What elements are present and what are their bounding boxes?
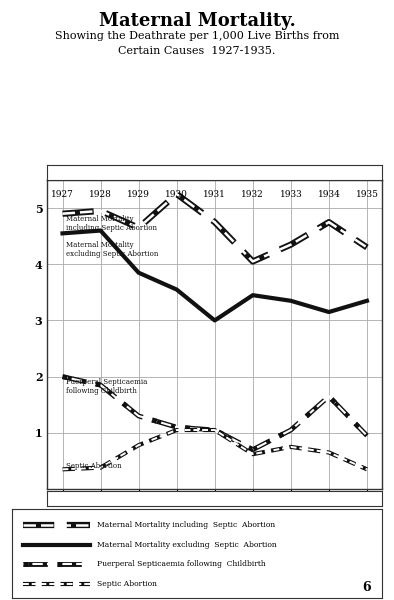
Text: Maternal Mortality.: Maternal Mortality. [98,12,296,30]
Text: Septic Abortion: Septic Abortion [97,580,157,588]
Text: Maternal Mortality including  Septic  Abortion: Maternal Mortality including Septic Abor… [97,521,275,529]
Text: Showing the Deathrate per 1,000 Live Births from: Showing the Deathrate per 1,000 Live Bir… [55,31,339,41]
Text: Septic Abortion: Septic Abortion [66,462,122,470]
Text: Puerperal Septicaemia
following Childbirth: Puerperal Septicaemia following Childbir… [66,378,148,395]
Text: Maternal Mortality excluding  Septic  Abortion: Maternal Mortality excluding Septic Abor… [97,541,277,549]
Text: Maternal Mortality
excluding Septic Abortion: Maternal Mortality excluding Septic Abor… [66,241,159,258]
Text: Maternal Mortality
including Septic Abortion: Maternal Mortality including Septic Abor… [66,215,157,232]
Text: Puerperal Septicaemia following  Childbirth: Puerperal Septicaemia following Childbir… [97,560,266,568]
Text: 6: 6 [362,581,371,594]
Text: Certain Causes  1927-1935.: Certain Causes 1927-1935. [118,46,276,56]
